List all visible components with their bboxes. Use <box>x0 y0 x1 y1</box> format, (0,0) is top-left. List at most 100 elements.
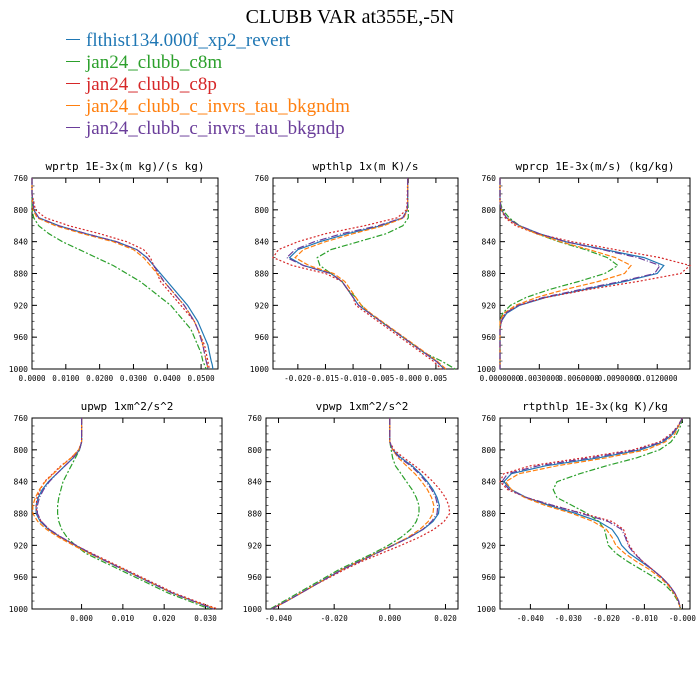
panel-frame <box>272 177 459 370</box>
series-line <box>271 418 439 610</box>
panel-title: upwp 1xm^2/s^2 <box>81 400 174 413</box>
series-line <box>272 177 442 370</box>
x-tick-label: -0.000 <box>669 614 697 623</box>
y-tick-label: 880 <box>482 270 497 279</box>
legend-item: jan24_clubb_c_invrs_tau_bkgndp <box>66 118 350 140</box>
series-line <box>499 178 665 369</box>
x-tick-label: -0.020 <box>593 614 621 623</box>
y-tick-label: 1000 <box>250 365 269 374</box>
y-tick-label: 1000 <box>477 605 496 614</box>
y-tick-label: 920 <box>255 301 270 310</box>
y-tick-label: 760 <box>248 414 263 423</box>
x-tick-label: -0.020 <box>284 374 312 383</box>
y-tick-label: 840 <box>482 238 497 247</box>
y-tick-label: 840 <box>482 478 497 487</box>
panel-frame <box>31 177 219 370</box>
series-line <box>31 178 211 370</box>
x-tick-label: 0.0060000 <box>558 374 599 383</box>
y-tick-label: 800 <box>14 446 29 455</box>
y-tick-label: 880 <box>255 270 270 279</box>
y-tick-label: 800 <box>482 206 497 215</box>
panel-title: wpthlp 1x(m K)/s <box>313 160 419 173</box>
y-tick-label: 1000 <box>9 605 28 614</box>
x-tick-label: -0.010 <box>340 374 368 383</box>
panel-frame <box>499 417 691 610</box>
legend-label: jan24_clubb_c_invrs_tau_bkgndp <box>86 118 345 139</box>
y-tick-label: 800 <box>255 206 270 215</box>
y-tick-label: 960 <box>14 333 29 342</box>
legend-label: flthist134.000f_xp2_revert <box>86 30 291 51</box>
y-tick-label: 1000 <box>9 365 28 374</box>
x-tick-label: 0.0300 <box>120 374 148 383</box>
x-tick-label: 0.0200 <box>86 374 114 383</box>
panel-title: rtpthlp 1E-3x(kg K)/kg <box>522 400 668 413</box>
x-tick-label: 0.005 <box>425 374 448 383</box>
series-line <box>269 418 420 610</box>
series-line <box>35 418 214 610</box>
figure-title: CLUBB VAR at355E,-5N <box>245 6 455 28</box>
x-tick-label: -0.000 <box>395 374 423 383</box>
series-line <box>499 178 632 369</box>
legend: flthist134.000f_xp2_revert jan24_clubb_c… <box>66 30 350 140</box>
x-tick-label: 0.000 <box>379 614 402 623</box>
legend-swatch <box>66 127 80 129</box>
x-tick-label: 0.000 <box>70 614 93 623</box>
legend-item: jan24_clubb_c_invrs_tau_bkgndm <box>66 96 350 118</box>
series-line <box>504 417 683 610</box>
x-tick-label: 0.0000 <box>18 374 46 383</box>
series-line <box>56 418 210 610</box>
y-tick-label: 760 <box>482 414 497 423</box>
y-tick-label: 800 <box>482 446 497 455</box>
legend-label: jan24_clubb_c_invrs_tau_bkgndm <box>86 96 350 117</box>
x-tick-label: 0.0400 <box>154 374 182 383</box>
series-line <box>36 418 214 610</box>
x-tick-label: 0.0000000 <box>480 374 521 383</box>
y-tick-label: 960 <box>482 333 497 342</box>
series-line <box>499 178 692 369</box>
legend-swatch <box>66 105 80 107</box>
x-tick-label: 0.0090000 <box>598 374 639 383</box>
series-line <box>32 418 216 610</box>
legend-label: jan24_clubb_c8p <box>86 74 217 95</box>
panel-title: wprtp 1E-3x(m kg)/(s kg) <box>46 160 205 173</box>
y-tick-label: 760 <box>482 174 497 183</box>
y-tick-label: 960 <box>482 573 497 582</box>
x-tick-label: 0.0100 <box>52 374 80 383</box>
series-line <box>499 417 683 610</box>
x-tick-label: -0.005 <box>367 374 394 383</box>
y-tick-label: 840 <box>14 238 29 247</box>
series-line <box>31 178 214 370</box>
series-line <box>271 418 441 610</box>
x-tick-label: -0.040 <box>265 614 293 623</box>
legend-swatch <box>66 39 80 41</box>
panel-title: vpwp 1xm^2/s^2 <box>316 400 409 413</box>
x-tick-label: -0.030 <box>555 614 583 623</box>
y-tick-label: 800 <box>14 206 29 215</box>
legend-item: jan24_clubb_c8p <box>66 74 350 96</box>
y-tick-label: 880 <box>482 510 497 519</box>
y-tick-label: 840 <box>14 478 29 487</box>
legend-label: jan24_clubb_c8m <box>86 52 223 73</box>
y-tick-label: 960 <box>248 573 263 582</box>
series-line <box>31 178 207 370</box>
legend-item: flthist134.000f_xp2_revert <box>66 30 350 52</box>
series-line <box>499 178 661 369</box>
series-line <box>502 417 683 610</box>
y-tick-label: 920 <box>248 541 263 550</box>
y-tick-label: 760 <box>14 414 29 423</box>
series-line <box>31 178 209 370</box>
x-tick-label: 0.020 <box>153 614 176 623</box>
series-line <box>31 178 209 370</box>
series-line <box>271 418 435 610</box>
series-line <box>316 178 456 370</box>
x-tick-label: 0.0500 <box>188 374 216 383</box>
y-tick-label: 960 <box>14 573 29 582</box>
x-tick-label: 0.020 <box>434 614 457 623</box>
panel-frame <box>31 417 223 610</box>
series-line <box>288 178 445 370</box>
y-tick-label: 920 <box>482 301 497 310</box>
series-line <box>501 417 683 610</box>
y-tick-label: 840 <box>255 238 270 247</box>
panel-title: wprcp 1E-3x(m/s) (kg/kg) <box>516 160 675 173</box>
